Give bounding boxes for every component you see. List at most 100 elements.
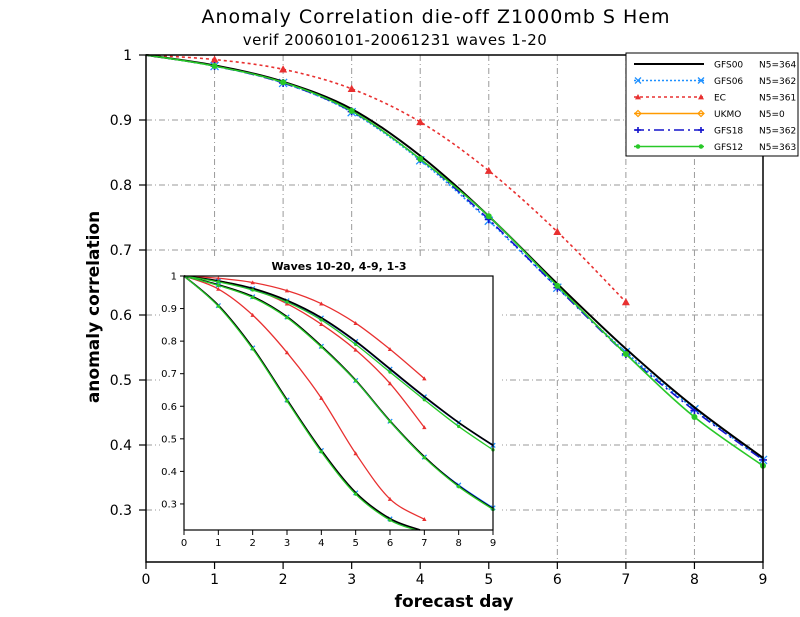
data-point <box>285 300 289 304</box>
chart-subtitle: verif 20060101-20061231 waves 1-20 <box>243 31 548 49</box>
data-point <box>216 304 220 308</box>
y-tick-label: 0.5 <box>110 373 132 389</box>
data-point <box>251 295 255 300</box>
data-point <box>422 456 426 460</box>
data-point <box>353 321 358 325</box>
data-point <box>485 213 492 220</box>
inset-x-tick-label: 8 <box>455 538 461 549</box>
x-tick-label: 9 <box>759 572 768 588</box>
x-tick-label: 0 <box>142 572 151 588</box>
y-tick-label: 0.8 <box>110 178 132 194</box>
data-point <box>417 156 424 162</box>
y-tick-label: 0.7 <box>110 243 132 259</box>
data-point <box>285 399 289 403</box>
inset-y-tick-label: 0.8 <box>161 337 177 348</box>
inset-y-tick-label: 1 <box>171 272 177 283</box>
inset-plot-frame <box>183 275 494 531</box>
data-point <box>285 316 289 320</box>
legend-label: GFS06 <box>714 77 743 87</box>
inset-group-2 <box>183 275 496 452</box>
inset-line-gfs00 <box>183 275 494 446</box>
inset-y-tick-label: 0.4 <box>161 467 177 478</box>
inset-line-gfs12 <box>183 275 494 511</box>
data-point <box>347 84 356 92</box>
data-point <box>697 77 705 84</box>
data-point <box>388 370 392 374</box>
y-tick-label: 0.6 <box>110 308 132 324</box>
legend-label: UKMO <box>714 110 741 120</box>
legend-count: N5=361 <box>759 94 796 104</box>
series-line-ec <box>145 54 627 303</box>
data-point <box>422 517 427 522</box>
legend-count: N5=363 <box>759 143 796 153</box>
y-tick-label: 0.9 <box>110 113 132 129</box>
data-point <box>634 77 642 84</box>
data-point <box>621 298 630 306</box>
data-point <box>284 350 290 355</box>
inset-y-tick-label: 0.7 <box>161 369 177 380</box>
inset-x-tick-label: 3 <box>284 538 290 549</box>
main-axis-ticks: 0 1 2 3 4 5 6 7 8 9 0.3 0.4 0.5 0.6 0.7 0.8 0.9 1 <box>110 48 768 588</box>
data-point <box>698 144 704 149</box>
data-point <box>319 395 324 400</box>
data-point <box>251 347 255 351</box>
data-point <box>353 451 358 456</box>
legend-box <box>625 52 799 157</box>
x-tick-label: 5 <box>484 572 493 588</box>
data-point <box>691 414 698 421</box>
data-point <box>250 312 255 317</box>
legend: GFS00 N5=364 GFS06 N5=362 EC N5=361 UKMO N5=0 GF… <box>625 52 799 157</box>
data-point <box>216 280 220 284</box>
data-point <box>457 485 461 489</box>
legend-count: N5=362 <box>759 127 796 137</box>
data-point <box>387 381 393 386</box>
inset-line-ec <box>183 275 425 380</box>
data-point <box>354 379 358 383</box>
data-point <box>698 127 704 133</box>
x-tick-label: 1 <box>210 572 219 588</box>
main-series <box>145 54 768 469</box>
data-point <box>635 144 641 149</box>
data-point <box>319 301 324 306</box>
y-tick-label: 0.3 <box>110 503 132 519</box>
data-point <box>319 321 324 326</box>
inset-x-tick-label: 4 <box>318 538 324 549</box>
inset-y-tick-label: 0.5 <box>161 434 177 445</box>
series-gfs12 <box>145 54 766 469</box>
data-point <box>210 55 219 63</box>
legend-entry-gfs18: GFS18 N5=362 <box>634 127 796 137</box>
legend-label: GFS00 <box>714 61 743 71</box>
inset-line-gfs12 <box>183 275 494 451</box>
data-point <box>251 288 255 292</box>
main-plot-frame <box>145 54 764 563</box>
inset-x-tick-label: 0 <box>181 538 187 549</box>
data-point <box>635 127 641 133</box>
x-tick-label: 4 <box>416 572 425 588</box>
x-tick-label: 2 <box>279 572 288 588</box>
legend-entry-gfs00: GFS00 N5=364 <box>634 61 796 71</box>
data-point <box>634 109 642 118</box>
x-tick-label: 3 <box>347 572 356 588</box>
inset-axis-ticks: 0 1 2 3 4 5 6 7 8 9 0.3 0.4 0.5 0.6 0.7 0.8 0.9 1 <box>161 272 496 550</box>
x-tick-label: 8 <box>690 572 699 588</box>
data-point <box>319 450 323 454</box>
data-point <box>457 424 461 429</box>
data-point <box>416 117 425 126</box>
data-point <box>354 342 358 347</box>
data-point <box>698 94 704 100</box>
legend-entry-ec: EC N5=361 <box>634 94 796 104</box>
data-point <box>484 166 493 174</box>
inset-x-tick-label: 6 <box>387 538 393 549</box>
data-point <box>422 376 427 381</box>
inset-x-tick-label: 7 <box>421 538 427 549</box>
inset-line-gfs00 <box>183 275 421 531</box>
data-point <box>216 286 221 291</box>
legend-count: N5=362 <box>759 77 796 87</box>
data-point <box>387 347 393 352</box>
legend-entry-gfs12: GFS12 N5=363 <box>634 143 796 153</box>
data-point <box>284 288 290 293</box>
inset-title: Waves 10-20, 4-9, 1-3 <box>271 260 406 273</box>
inset-y-tick-label: 0.9 <box>161 304 177 315</box>
inset-series <box>183 275 496 531</box>
